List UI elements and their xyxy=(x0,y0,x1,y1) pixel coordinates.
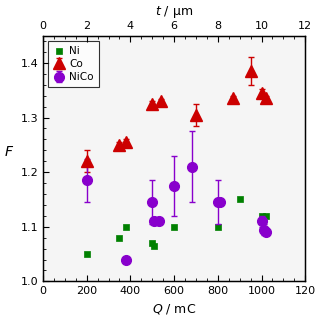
Ni xyxy=(150,241,155,246)
Ni xyxy=(237,197,242,202)
Ni xyxy=(263,213,268,219)
Ni xyxy=(84,252,89,257)
Ni xyxy=(124,224,129,229)
X-axis label: $t$ / μm: $t$ / μm xyxy=(155,4,193,20)
Legend: Ni, Co, NiCo: Ni, Co, NiCo xyxy=(48,41,99,87)
Y-axis label: $F$: $F$ xyxy=(4,145,14,158)
Ni xyxy=(215,224,220,229)
Ni xyxy=(172,224,177,229)
Ni xyxy=(259,213,264,219)
X-axis label: $Q$ / mC: $Q$ / mC xyxy=(152,302,196,316)
Ni xyxy=(117,235,122,240)
Ni xyxy=(152,243,157,248)
